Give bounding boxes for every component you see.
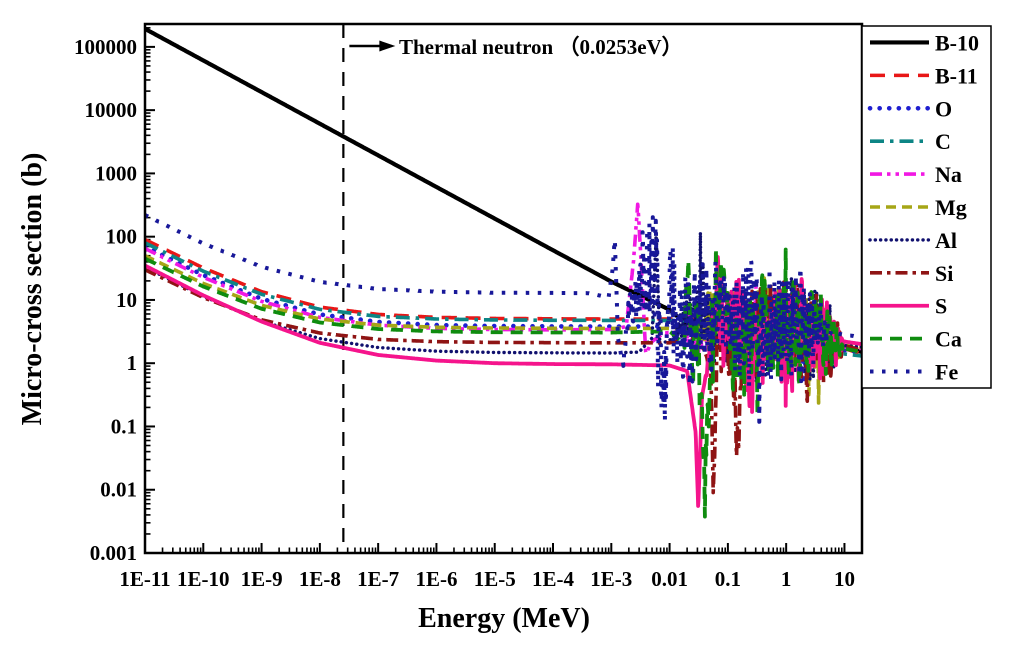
series-line-Fe [145,213,862,424]
x-tick-label: 1E-9 [241,567,283,591]
legend-entry-S: S [870,294,947,319]
axis-tick-labels: 1E-11 1E-10 1E-9 1E-8 1E-7 1E-6 1E-5 1E-4 1E-3 0.… [74,35,855,591]
thermal-neutron-annotation: Thermal neutron （0.0253eV） [399,35,683,59]
legend-label-S: S [935,294,947,319]
y-tick-label: 100 [106,225,138,249]
y-tick-label: 1 [127,351,138,375]
legend-label-C: C [935,129,951,154]
arrow-icon [379,40,396,52]
legend-label-B-10: B-10 [935,30,979,55]
x-tick-label: 10 [834,567,855,591]
series-lines [145,26,862,519]
y-tick-label: 1000 [95,161,137,185]
x-tick-label: 1E-7 [357,567,399,591]
legend-entry-B-10: B-10 [870,30,979,55]
x-tick-label: 1E-10 [177,567,230,591]
legend-entry-Al: Al [868,228,957,253]
y-axis-title: Micro-cross section (b) [17,152,48,426]
legend-label-Al: Al [935,228,957,253]
legend-entry-O: O [867,96,952,121]
x-tick-label: 0.1 [715,567,741,591]
legend-entry-Ca: Ca [870,327,962,352]
y-tick-label: 0.01 [100,478,137,502]
y-tick-label: 100000 [74,35,137,59]
legend-entry-C: C [870,129,951,154]
legend-entry-Fe: Fe [870,360,958,385]
y-tick-label: 0.001 [90,541,137,565]
x-tick-label: 1E-4 [532,567,575,591]
legend-label-Na: Na [935,162,962,187]
legend-label-O: O [935,96,952,121]
x-axis-title: Energy (MeV) [418,603,590,634]
legend-label-B-11: B-11 [935,63,978,88]
x-tick-label: 1E-5 [474,567,516,591]
legend-entry-B-11: B-11 [870,63,978,88]
x-tick-label: 1 [781,567,792,591]
y-tick-label: 10000 [85,98,138,122]
y-tick-label: 10 [116,288,137,312]
x-tick-label: 1E-6 [415,567,457,591]
legend-entry-Mg: Mg [870,195,967,220]
x-tick-label: 1E-3 [590,567,632,591]
legend-label-Mg: Mg [935,195,967,220]
legend-box: B-10 B-11 OC Na Mg Al Si S Ca Fe [861,25,992,389]
legend-entry-Na: Na [870,162,962,187]
legend-label-Fe: Fe [935,360,958,385]
legend-label-Ca: Ca [935,327,962,352]
thermal-neutron-marker [342,24,396,553]
x-tick-label: 0.01 [651,567,688,591]
legend-entry-Si: Si [870,261,953,286]
x-tick-label: 1E-11 [119,567,170,591]
y-tick-label: 0.1 [111,414,137,438]
series-line-Mg [145,254,862,405]
x-tick-label: 1E-8 [299,567,341,591]
legend-label-Si: Si [935,261,953,286]
